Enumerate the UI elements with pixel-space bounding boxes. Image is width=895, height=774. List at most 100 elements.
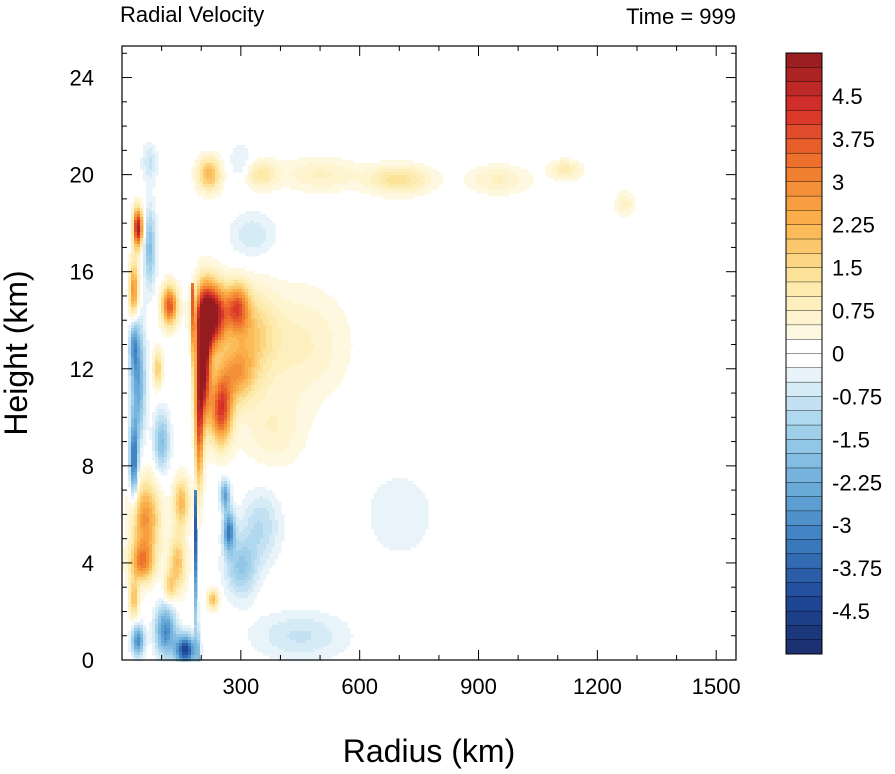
field-cell: [227, 289, 231, 293]
field-cell: [155, 415, 159, 419]
field-cell: [203, 319, 207, 323]
field-cell: [137, 196, 141, 200]
field-cell: [326, 190, 330, 194]
field-cell: [320, 304, 324, 308]
field-cell: [485, 190, 489, 194]
field-cell: [332, 190, 336, 194]
field-cell: [242, 160, 246, 164]
field-cell: [152, 364, 156, 368]
field-cell: [431, 181, 435, 185]
field-cell: [494, 190, 498, 194]
field-cell: [212, 157, 216, 161]
field-cell: [149, 193, 153, 197]
field-cell: [131, 340, 135, 344]
field-cell: [497, 181, 501, 185]
field-cell: [242, 151, 246, 155]
field-cell: [137, 247, 141, 251]
field-cell: [245, 298, 249, 302]
field-cell: [287, 310, 291, 314]
field-cell: [272, 355, 276, 359]
field-cell: [212, 370, 216, 374]
field-cell: [329, 343, 333, 347]
field-cell: [227, 406, 231, 410]
field-cell: [260, 160, 264, 164]
field-cell: [272, 229, 276, 233]
field-cell: [248, 337, 252, 341]
field-cell: [203, 433, 207, 437]
field-cell: [284, 283, 288, 287]
field-cell: [236, 319, 240, 323]
field-cell: [332, 301, 336, 305]
field-cell: [317, 157, 321, 161]
field-cell: [236, 271, 240, 275]
field-cell: [413, 184, 417, 188]
field-cell: [317, 406, 321, 410]
field-cell: [143, 328, 147, 332]
field-cell: [317, 343, 321, 347]
field-cell: [242, 229, 246, 233]
field-cell: [260, 415, 264, 419]
field-cell: [380, 187, 384, 191]
field-cell: [245, 424, 249, 428]
field-cell: [134, 262, 138, 266]
field-cell: [365, 184, 369, 188]
field-cell: [185, 313, 189, 317]
field-cell: [236, 430, 240, 434]
field-cell: [236, 235, 240, 239]
field-cell: [167, 313, 171, 317]
field-cell: [254, 226, 258, 230]
field-cell: [197, 277, 201, 281]
field-cell: [194, 364, 198, 368]
field-cell: [206, 433, 210, 437]
field-cell: [134, 253, 138, 257]
field-cell: [254, 178, 258, 182]
field-cell: [272, 415, 276, 419]
field-cell: [281, 340, 285, 344]
field-cell: [377, 184, 381, 188]
field-cell: [269, 298, 273, 302]
field-cell: [149, 235, 153, 239]
field-cell: [152, 292, 156, 296]
field-cell: [230, 367, 234, 371]
field-cell: [281, 298, 285, 302]
field-cell: [419, 187, 423, 191]
field-cell: [308, 163, 312, 167]
field-cell: [221, 286, 225, 290]
field-cell: [236, 427, 240, 431]
field-cell: [185, 319, 189, 323]
field-cell: [230, 391, 234, 395]
field-cell: [206, 376, 210, 380]
field-cell: [248, 232, 252, 236]
field-cell: [257, 406, 261, 410]
field-cell: [329, 295, 333, 299]
field-cell: [617, 202, 621, 206]
field-cell: [308, 175, 312, 179]
field-cell: [209, 397, 213, 401]
field-cell: [143, 157, 147, 161]
field-cell: [356, 166, 360, 170]
field-cell: [197, 310, 201, 314]
field-cell: [170, 331, 174, 335]
field-cell: [620, 208, 624, 212]
field-cell: [161, 427, 165, 431]
field-cell: [341, 313, 345, 317]
field-cell: [254, 343, 258, 347]
field-cell: [200, 382, 204, 386]
field-cell: [326, 337, 330, 341]
field-cell: [335, 385, 339, 389]
field-cell: [374, 187, 378, 191]
field-cell: [221, 352, 225, 356]
field-cell: [224, 424, 228, 428]
field-cell: [317, 310, 321, 314]
field-cell: [263, 373, 267, 377]
field-cell: [137, 325, 141, 329]
field-cell: [284, 364, 288, 368]
field-cell: [152, 382, 156, 386]
field-cell: [254, 172, 258, 176]
field-cell: [227, 295, 231, 299]
field-cell: [233, 298, 237, 302]
field-cell: [233, 325, 237, 329]
field-cell: [425, 175, 429, 179]
field-cell: [194, 430, 198, 434]
field-cell: [341, 169, 345, 173]
